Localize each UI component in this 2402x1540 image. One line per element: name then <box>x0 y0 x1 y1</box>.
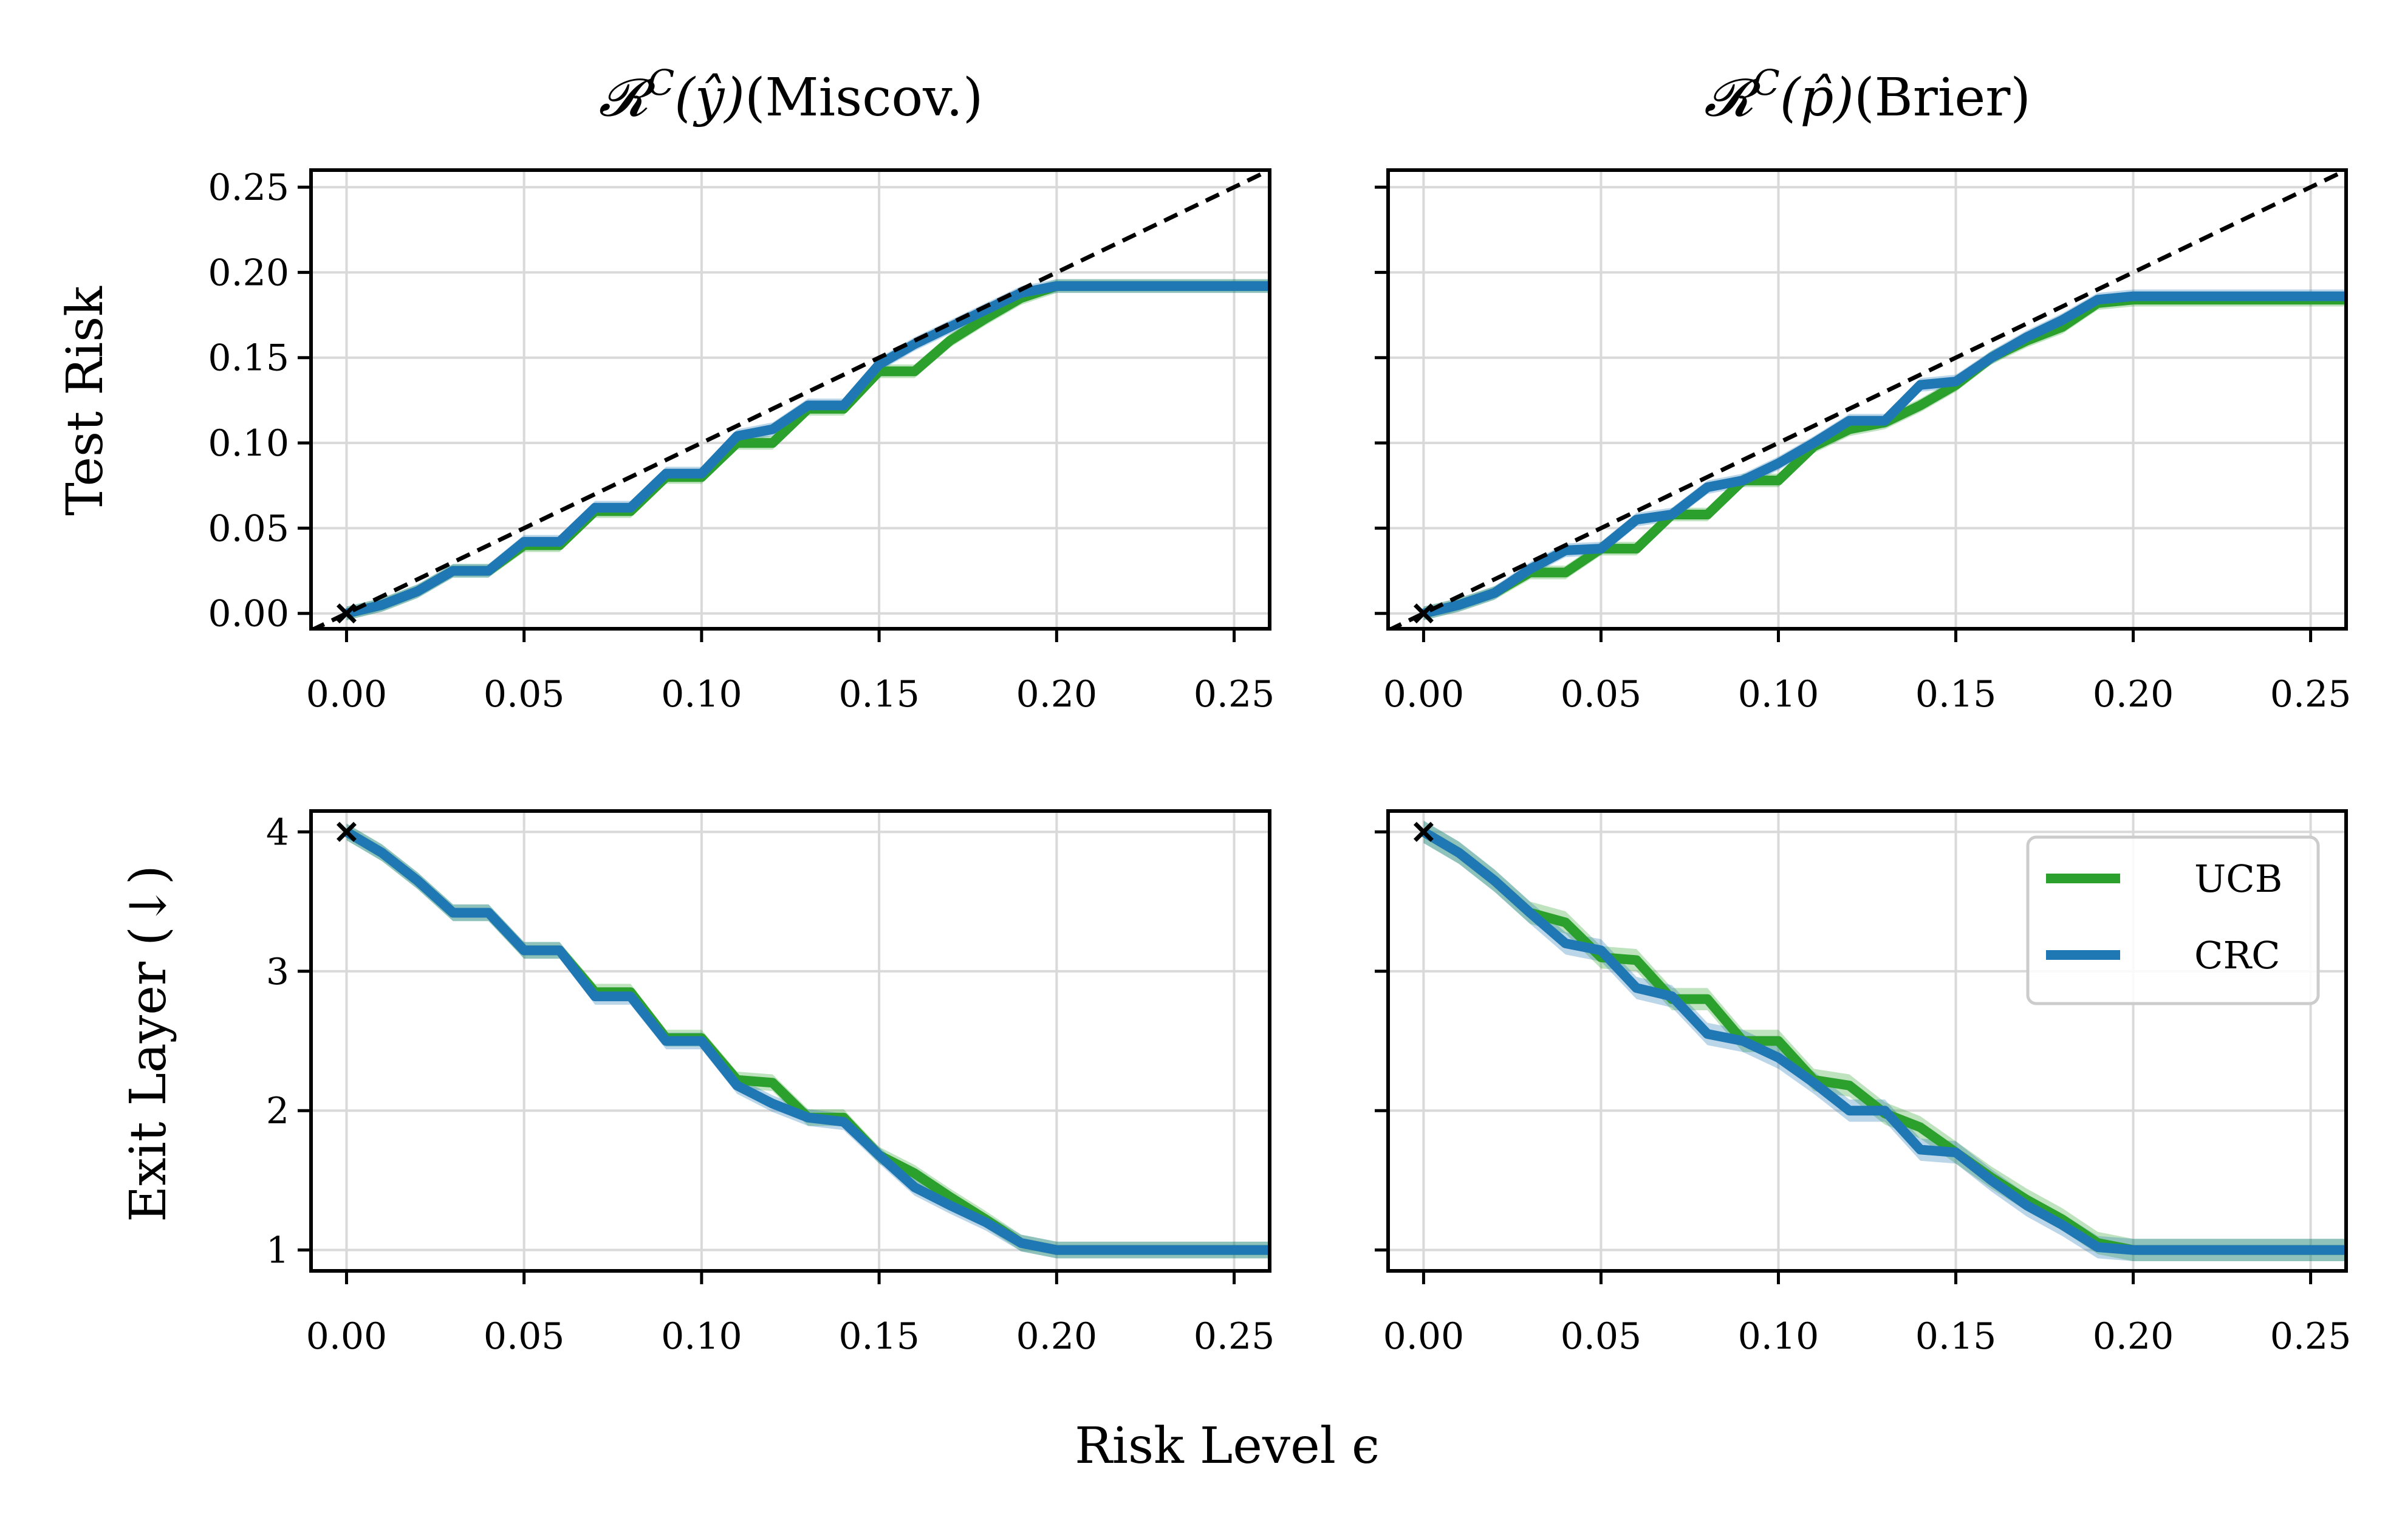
plot-area <box>1388 170 2346 629</box>
panel-test-risk-miscoverage: 0.00 0.05 0.10 0.15 0.20 0.25 0.00 0.05 0.10 0.15… <box>208 166 1275 716</box>
x-tick-label: 0.10 <box>661 1315 742 1358</box>
y-tick-label: 0.10 <box>208 422 289 465</box>
panel-frame <box>309 168 1271 631</box>
confidence-band-ucb <box>1423 293 2346 620</box>
x-tick-label: 0.15 <box>1915 673 1997 716</box>
confidence-band-crc <box>346 823 1270 1259</box>
y-tick-label: 0.05 <box>208 507 289 550</box>
title-left-symbol: 𝓡 <box>599 67 656 128</box>
x-tick-label: 0.15 <box>838 1315 920 1358</box>
x-tick-label: 0.25 <box>1194 673 1275 716</box>
x-tick-label: 0.05 <box>1561 1315 1642 1358</box>
start-marker <box>336 603 357 624</box>
legend-label-crc: CRC <box>2194 933 2281 977</box>
series-line-crc <box>344 827 1270 1255</box>
y-tick-label: 0.00 <box>208 593 289 635</box>
series-line-crc <box>345 281 1270 618</box>
x-tick-label: 0.25 <box>2270 673 2352 716</box>
plot-area <box>344 823 1270 1259</box>
start-marker <box>1413 603 1434 624</box>
y-tick-label: 3 <box>266 951 289 993</box>
x-tick-label: 0.05 <box>484 1315 565 1358</box>
x-tick-label: 0.15 <box>1915 1315 1997 1358</box>
y-tick-label: 2 <box>266 1090 289 1132</box>
reference-diagonal <box>1388 170 2346 629</box>
panel-exit-layer-brier: 0.00 0.05 0.10 0.15 0.20 0.25 <box>1375 809 2352 1358</box>
title-left-suffix: (Miscov.) <box>745 67 983 128</box>
panel-frame <box>309 809 1271 1273</box>
y-axis-title-test-risk: Test Risk <box>56 286 114 516</box>
series-line-crc <box>1421 827 2346 1255</box>
panel-title-right: 𝓡C(p̂)(Brier) <box>1704 62 2031 128</box>
panel-exit-layer-miscoverage: 0.00 0.05 0.10 0.15 0.20 0.25 1 2 3 4 <box>266 809 1275 1358</box>
x-tick-label: 0.25 <box>1194 1315 1275 1358</box>
x-tick-label: 0.05 <box>1561 673 1642 716</box>
legend: UCB CRC <box>2026 835 2320 1005</box>
confidence-band-ucb <box>346 823 1270 1259</box>
x-tick-label: 0.05 <box>484 673 565 716</box>
title-right-argument: (p̂) <box>1780 67 1854 128</box>
panel-test-risk-brier: 0.00 0.05 0.10 0.15 0.20 0.25 <box>1375 168 2352 716</box>
start-marker <box>336 821 357 842</box>
y-tick-label: 0.15 <box>208 337 289 380</box>
reference-diagonal <box>311 170 1270 629</box>
x-tick-label: 0.10 <box>1738 1315 1819 1358</box>
start-marker <box>1413 821 1434 842</box>
y-tick-label: 0.20 <box>208 252 289 294</box>
title-right-symbol: 𝓡 <box>1704 67 1761 128</box>
title-left-superscript: C <box>648 62 674 103</box>
x-tick-label: 0.15 <box>838 673 920 716</box>
x-axis-title: Risk Level ϵ <box>1075 1417 1380 1475</box>
plot-area <box>1421 821 2346 1261</box>
plot-area <box>311 170 1270 629</box>
y-tick-label: 0.25 <box>208 166 289 209</box>
legend-label-ucb: UCB <box>2194 857 2282 901</box>
title-left-argument: (ŷ) <box>674 67 745 128</box>
x-tick-label: 0.10 <box>1738 673 1819 716</box>
panel-frame <box>1386 809 2348 1273</box>
series-line-crc <box>1422 291 2346 618</box>
series-line-ucb <box>344 827 1270 1255</box>
title-right-suffix: (Brier) <box>1854 67 2031 128</box>
panel-title-left: 𝓡C(ŷ)(Miscov.) <box>599 62 984 128</box>
x-tick-label: 0.00 <box>306 673 388 716</box>
x-tick-label: 0.10 <box>661 673 742 716</box>
title-right-superscript: C <box>1753 62 1779 103</box>
panel-frame <box>1386 168 2348 631</box>
x-tick-label: 0.20 <box>1016 673 1098 716</box>
y-tick-label: 1 <box>266 1230 289 1272</box>
x-tick-label: 0.00 <box>1383 673 1465 716</box>
x-tick-label: 0.20 <box>2093 1315 2174 1358</box>
y-axis-title-exit-layer: Exit Layer (↓) <box>120 865 177 1222</box>
x-tick-label: 0.00 <box>306 1315 388 1358</box>
x-tick-label: 0.25 <box>2270 1315 2352 1358</box>
y-tick-label: 4 <box>266 811 289 854</box>
x-tick-label: 0.00 <box>1383 1315 1465 1358</box>
x-tick-label: 0.20 <box>1016 1315 1098 1358</box>
x-tick-label: 0.20 <box>2093 673 2174 716</box>
